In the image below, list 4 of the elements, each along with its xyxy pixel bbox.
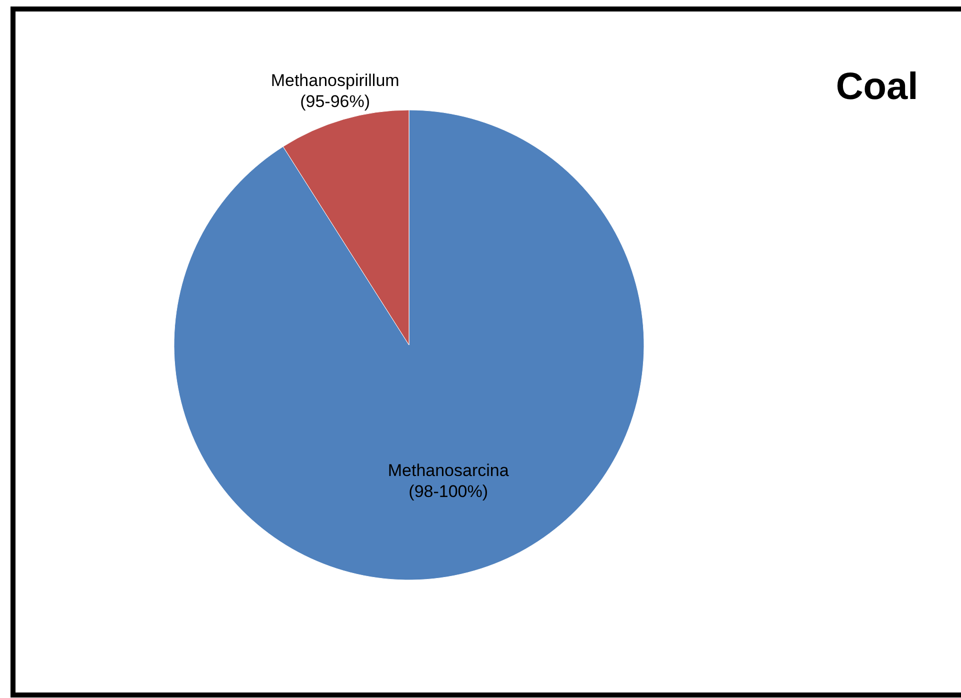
- pie-slice: [174, 110, 644, 580]
- slice-label: Methanospirillum (95-96%): [270, 71, 400, 112]
- slice-label: Methanosarcina (98-100%): [388, 460, 510, 501]
- text: Coal: [836, 66, 918, 108]
